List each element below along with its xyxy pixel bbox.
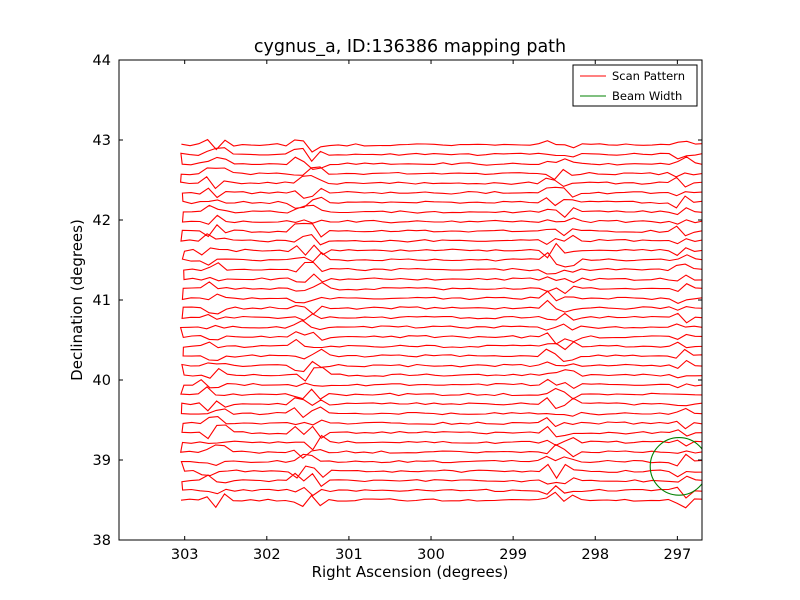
legend-label-scan-pattern: Scan Pattern — [612, 69, 685, 83]
x-axis-label: Right Ascension (degrees) — [312, 563, 509, 581]
legend-box — [572, 64, 698, 107]
legend-label-beam-width: Beam Width — [612, 89, 682, 103]
x-axis: 303 302 301 300 299 298 297 — [171, 60, 691, 563]
scan-pattern-line — [179, 138, 702, 509]
y-axis: 38 39 40 41 42 43 44 — [93, 53, 702, 549]
legend: Scan Pattern Beam Width — [572, 64, 698, 107]
chart-title: cygnus_a, ID:136386 mapping path — [254, 37, 566, 57]
x-tick-label: 303 — [171, 547, 199, 563]
x-tick-label: 298 — [581, 547, 609, 563]
plot-area — [179, 138, 702, 509]
y-axis-label: Declination (degrees) — [68, 219, 86, 381]
x-tick-label: 302 — [253, 547, 281, 563]
beam-width-circle — [649, 437, 702, 496]
y-tick-label: 41 — [93, 293, 111, 309]
x-tick-label: 297 — [664, 547, 692, 563]
x-tick-label: 300 — [417, 547, 445, 563]
y-tick-label: 43 — [93, 133, 111, 149]
y-tick-label: 40 — [93, 373, 111, 389]
y-tick-label: 38 — [93, 533, 111, 549]
x-tick-label: 301 — [335, 547, 363, 563]
y-tick-label: 39 — [93, 453, 111, 469]
y-tick-label: 42 — [93, 213, 111, 229]
y-tick-label: 44 — [93, 53, 111, 69]
x-tick-label: 299 — [499, 547, 527, 563]
